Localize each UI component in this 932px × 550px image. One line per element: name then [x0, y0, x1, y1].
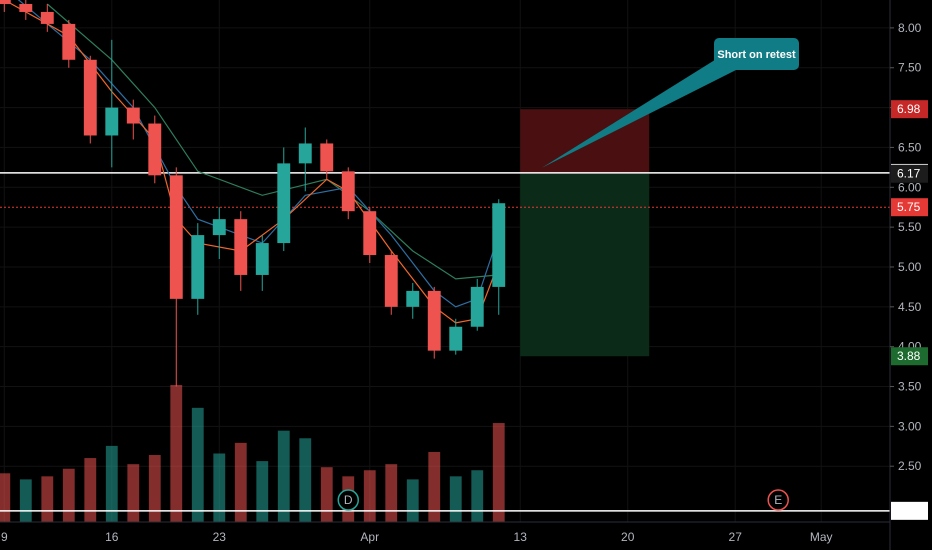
volume-bar: [234, 442, 247, 522]
volume-bar: [406, 479, 419, 522]
candle-body: [470, 286, 484, 327]
volume-bar: [492, 423, 505, 522]
time-tick-label: 9: [1, 530, 8, 544]
time-tick-label: 13: [514, 530, 528, 544]
time-tick-label: May: [810, 530, 833, 544]
candle-body: [298, 143, 312, 164]
candle-body: [384, 255, 398, 307]
callout-box: [714, 38, 799, 70]
current-price-badge: 5.75: [897, 200, 921, 214]
event-marker: [767, 489, 789, 511]
candle-body: [320, 143, 334, 172]
candle-body: [191, 235, 205, 299]
price-tick-label: 8.00: [898, 21, 922, 35]
line-price-badge-bg: [891, 501, 928, 520]
volume-bar: [170, 385, 183, 522]
profit-target-zone: [520, 173, 650, 357]
horizontal-lines[interactable]: [0, 172, 890, 512]
candle-body: [341, 171, 355, 212]
event-label: D: [344, 493, 353, 507]
volume-bar: [105, 445, 118, 522]
candle-body: [169, 175, 183, 299]
candle-body: [105, 107, 119, 136]
event-marker: [337, 489, 360, 511]
candle-body: [83, 59, 97, 136]
candle-body: [19, 3, 33, 12]
candle-body: [406, 290, 420, 307]
target-price-badge: 3.88: [897, 349, 921, 363]
candle-body: [40, 11, 54, 24]
volume-bar: [19, 479, 32, 522]
ema-mid-line: [17, 0, 500, 308]
candle-body: [0, 0, 11, 4]
stop-price-badge-bg: [891, 100, 928, 119]
price-tick-label: 2.50: [898, 459, 922, 473]
entry-price-badge: 6.17: [897, 167, 921, 181]
volume-bar: [0, 473, 11, 522]
volume-bar: [277, 430, 290, 522]
time-tick-label: 27: [729, 530, 743, 544]
entry-price-badge-bg: [891, 164, 928, 183]
candle-body: [126, 107, 140, 124]
volume-bar: [299, 438, 312, 522]
chart-gridlines: [0, 0, 890, 522]
ema-fast-line: [4, 0, 500, 324]
candle-body: [427, 290, 441, 351]
volume-bar: [127, 464, 140, 522]
price-axis-badges: 6.181.946.986.173.885.75: [891, 100, 928, 520]
callout-label: Short on retest: [717, 49, 796, 61]
time-tick-label: 23: [213, 530, 227, 544]
candle-body: [212, 219, 226, 236]
candle-body: [62, 23, 76, 60]
target-price-badge-bg: [891, 347, 928, 366]
volume-bar: [84, 458, 97, 522]
price-tick-label: 3.50: [898, 380, 922, 394]
price-tick-label: 7.50: [898, 61, 922, 75]
candle-body: [492, 203, 506, 287]
volume-bar: [428, 451, 441, 522]
line-price-badge: 1.94: [897, 504, 921, 518]
stop-price-badge: 6.98: [897, 102, 921, 116]
volume-bar: [449, 476, 462, 522]
time-tick-label: 20: [621, 530, 635, 544]
volume-bar: [41, 476, 54, 522]
time-axis[interactable]: 9 16 23 Apr 13 20 27 May: [0, 521, 890, 544]
candlesticks: [0, 0, 506, 387]
price-tick-label: 5.50: [898, 220, 922, 234]
volume-bar: [320, 467, 333, 522]
annotation-callout[interactable]: Short on retest: [541, 38, 799, 168]
price-tick-label: 3.00: [898, 419, 922, 433]
price-axis[interactable]: 2.503.003.504.004.505.005.506.006.507.00…: [889, 0, 922, 550]
time-tick-label: 16: [105, 530, 119, 544]
time-tick-label: Apr: [360, 530, 379, 544]
ema-slow-line: [46, 3, 499, 280]
candle-body: [234, 219, 248, 275]
candle-body: [148, 123, 162, 176]
candle-body: [277, 163, 291, 244]
price-tick-label: 4.50: [898, 300, 922, 314]
price-tick-label: 5.00: [898, 260, 922, 274]
volume-bar: [363, 470, 376, 522]
volume-bars: [0, 385, 505, 522]
moving-averages: [4, 0, 500, 324]
callout-pointer: [541, 58, 736, 168]
candle-body: [363, 211, 377, 256]
volume-bar: [385, 464, 398, 522]
candle-body: [449, 326, 463, 351]
volume-bar: [213, 453, 226, 522]
current-price-badge-bg: [891, 198, 928, 217]
price-tick-label: 6.00: [898, 180, 922, 194]
volume-bar: [148, 455, 161, 522]
volume-bar: [471, 470, 484, 522]
volume-bar: [62, 468, 75, 522]
candle-body: [255, 243, 269, 275]
volume-bar: [191, 407, 204, 522]
event-label: E: [774, 493, 782, 507]
volume-bar: [256, 461, 269, 522]
price-tick-label: 6.50: [898, 140, 922, 154]
